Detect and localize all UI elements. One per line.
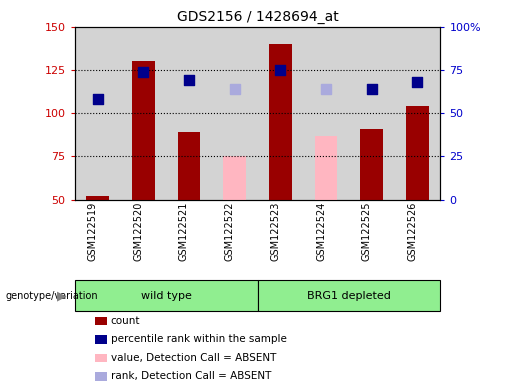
- Text: rank, Detection Call = ABSENT: rank, Detection Call = ABSENT: [111, 371, 271, 381]
- Text: GSM122519: GSM122519: [88, 202, 97, 261]
- Text: BRG1 depleted: BRG1 depleted: [307, 291, 391, 301]
- Text: GSM122526: GSM122526: [407, 202, 418, 261]
- Bar: [394, 27, 440, 200]
- Text: GDS2156 / 1428694_at: GDS2156 / 1428694_at: [177, 10, 338, 23]
- Text: GSM122520: GSM122520: [133, 202, 143, 261]
- Bar: [132, 61, 154, 200]
- Bar: [212, 27, 258, 200]
- Text: GSM122521: GSM122521: [179, 202, 189, 261]
- Text: GSM122525: GSM122525: [362, 202, 372, 261]
- Point: [93, 96, 101, 103]
- Point: [414, 79, 422, 85]
- Text: percentile rank within the sample: percentile rank within the sample: [111, 334, 287, 344]
- Point: [368, 86, 376, 92]
- Point: [139, 69, 147, 75]
- Text: wild type: wild type: [141, 291, 192, 301]
- Bar: [303, 27, 349, 200]
- Text: ▶: ▶: [57, 289, 66, 302]
- Bar: [269, 44, 292, 200]
- Bar: [315, 136, 337, 200]
- Bar: [223, 157, 246, 200]
- Bar: [360, 129, 383, 200]
- Point: [322, 86, 330, 92]
- Bar: [258, 27, 303, 200]
- Bar: [75, 27, 121, 200]
- Bar: [166, 27, 212, 200]
- Bar: [406, 106, 429, 200]
- Point: [185, 78, 193, 84]
- Text: GSM122523: GSM122523: [270, 202, 280, 261]
- Text: genotype/variation: genotype/variation: [5, 291, 98, 301]
- Text: value, Detection Call = ABSENT: value, Detection Call = ABSENT: [111, 353, 276, 362]
- Text: GSM122522: GSM122522: [225, 202, 235, 261]
- Text: GSM122524: GSM122524: [316, 202, 326, 261]
- Bar: [121, 27, 166, 200]
- Bar: [349, 27, 394, 200]
- Point: [231, 86, 239, 92]
- Point: [276, 67, 284, 73]
- Bar: [178, 132, 200, 200]
- Text: count: count: [111, 316, 140, 326]
- Bar: [86, 196, 109, 200]
